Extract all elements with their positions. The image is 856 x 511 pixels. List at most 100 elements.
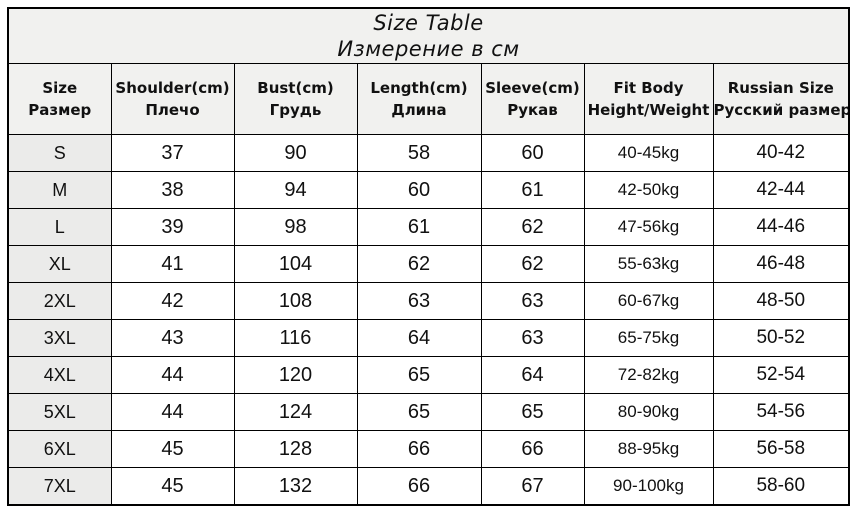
cell-bust: 120 xyxy=(233,356,358,394)
cell-size: S xyxy=(7,134,112,172)
column-header-line2: Грудь xyxy=(269,101,322,119)
cell-length: 61 xyxy=(356,208,482,246)
cell-size: 7XL xyxy=(7,467,112,506)
cell-length: 66 xyxy=(356,467,482,506)
column-header-line2: Длина xyxy=(391,101,447,119)
title-row: Size Table Измерение в см xyxy=(7,7,850,64)
column-header-line2: Русский размер xyxy=(713,101,850,119)
table-subtitle: Измерение в см xyxy=(337,37,520,61)
column-header-fit: Fit Body Height/Weight xyxy=(583,63,714,135)
column-header-shoulder: Shoulder(cm) Плечо xyxy=(110,63,235,135)
column-header-line2: Размер xyxy=(28,101,92,119)
column-header-line1: Length(cm) xyxy=(370,79,468,97)
cell-bust: 98 xyxy=(233,208,358,246)
table-title-cell: Size Table Измерение в см xyxy=(7,7,850,64)
header-row: Size Размер Shoulder(cm) Плечо Bust(cm) Грудь… xyxy=(7,63,850,135)
cell-size: 6XL xyxy=(7,430,112,468)
cell-fit: 72-82kg xyxy=(583,356,714,394)
cell-fit: 65-75kg xyxy=(583,319,714,357)
column-header-length: Length(cm) Длина xyxy=(356,63,482,135)
cell-sleeve: 64 xyxy=(480,356,585,394)
cell-russian: 48-50 xyxy=(712,282,850,320)
cell-length: 62 xyxy=(356,245,482,283)
cell-fit: 42-50kg xyxy=(583,171,714,209)
cell-shoulder: 45 xyxy=(110,467,235,506)
cell-length: 60 xyxy=(356,171,482,209)
cell-size: L xyxy=(7,208,112,246)
table-row: 2XL 42 108 63 63 60-67kg 48-50 xyxy=(7,282,850,320)
column-header-line1: Shoulder(cm) xyxy=(115,79,230,97)
cell-size: M xyxy=(7,171,112,209)
cell-size: 4XL xyxy=(7,356,112,394)
cell-shoulder: 43 xyxy=(110,319,235,357)
column-header-line2: Height/Weight xyxy=(587,101,710,119)
table-row: 4XL 44 120 65 64 72-82kg 52-54 xyxy=(7,356,850,394)
cell-russian: 42-44 xyxy=(712,171,850,209)
cell-length: 63 xyxy=(356,282,482,320)
column-header-line2: Рукав xyxy=(507,101,558,119)
cell-sleeve: 63 xyxy=(480,282,585,320)
cell-russian: 40-42 xyxy=(712,134,850,172)
cell-shoulder: 44 xyxy=(110,356,235,394)
cell-sleeve: 61 xyxy=(480,171,585,209)
cell-shoulder: 37 xyxy=(110,134,235,172)
cell-shoulder: 39 xyxy=(110,208,235,246)
cell-bust: 124 xyxy=(233,393,358,431)
column-header-sleeve: Sleeve(cm) Рукав xyxy=(480,63,585,135)
column-header-line2: Плечо xyxy=(145,101,200,119)
column-header-line1: Sleeve(cm) xyxy=(485,79,580,97)
table-row: M 38 94 60 61 42-50kg 42-44 xyxy=(7,171,850,209)
cell-length: 65 xyxy=(356,393,482,431)
table-row: 5XL 44 124 65 65 80-90kg 54-56 xyxy=(7,393,850,431)
cell-size: XL xyxy=(7,245,112,283)
cell-bust: 104 xyxy=(233,245,358,283)
cell-fit: 40-45kg xyxy=(583,134,714,172)
table-body: S 37 90 58 60 40-45kg 40-42 M 38 94 60 61 42-50kg 42-… xyxy=(7,134,850,506)
cell-russian: 56-58 xyxy=(712,430,850,468)
cell-fit: 55-63kg xyxy=(583,245,714,283)
table-row: S 37 90 58 60 40-45kg 40-42 xyxy=(7,134,850,172)
table-row: 7XL 45 132 66 67 90-100kg 58-60 xyxy=(7,467,850,506)
cell-shoulder: 44 xyxy=(110,393,235,431)
cell-sleeve: 65 xyxy=(480,393,585,431)
cell-russian: 58-60 xyxy=(712,467,850,506)
column-header-bust: Bust(cm) Грудь xyxy=(233,63,358,135)
cell-sleeve: 62 xyxy=(480,245,585,283)
cell-size: 5XL xyxy=(7,393,112,431)
cell-length: 66 xyxy=(356,430,482,468)
column-header-line1: Size xyxy=(42,79,78,97)
cell-shoulder: 41 xyxy=(110,245,235,283)
cell-russian: 52-54 xyxy=(712,356,850,394)
cell-sleeve: 63 xyxy=(480,319,585,357)
cell-shoulder: 38 xyxy=(110,171,235,209)
cell-fit: 90-100kg xyxy=(583,467,714,506)
table-row: XL 41 104 62 62 55-63kg 46-48 xyxy=(7,245,850,283)
cell-bust: 128 xyxy=(233,430,358,468)
column-header-line1: Russian Size xyxy=(727,79,834,97)
table-row: L 39 98 61 62 47-56kg 44-46 xyxy=(7,208,850,246)
cell-fit: 47-56kg xyxy=(583,208,714,246)
cell-shoulder: 42 xyxy=(110,282,235,320)
column-header-size: Size Размер xyxy=(7,63,112,135)
cell-russian: 44-46 xyxy=(712,208,850,246)
cell-sleeve: 62 xyxy=(480,208,585,246)
cell-shoulder: 45 xyxy=(110,430,235,468)
size-table: Size Table Измерение в см Size Размер Shou… xyxy=(7,7,851,506)
cell-fit: 80-90kg xyxy=(583,393,714,431)
cell-bust: 116 xyxy=(233,319,358,357)
cell-bust: 108 xyxy=(233,282,358,320)
table-title: Size Table xyxy=(373,11,484,35)
cell-length: 65 xyxy=(356,356,482,394)
cell-sleeve: 66 xyxy=(480,430,585,468)
table-row: 3XL 43 116 64 63 65-75kg 50-52 xyxy=(7,319,850,357)
column-header-russian: Russian Size Русский размер xyxy=(712,63,850,135)
cell-bust: 94 xyxy=(233,171,358,209)
table-row: 6XL 45 128 66 66 88-95kg 56-58 xyxy=(7,430,850,468)
cell-bust: 132 xyxy=(233,467,358,506)
cell-bust: 90 xyxy=(233,134,358,172)
cell-russian: 54-56 xyxy=(712,393,850,431)
cell-sleeve: 67 xyxy=(480,467,585,506)
cell-length: 64 xyxy=(356,319,482,357)
cell-sleeve: 60 xyxy=(480,134,585,172)
